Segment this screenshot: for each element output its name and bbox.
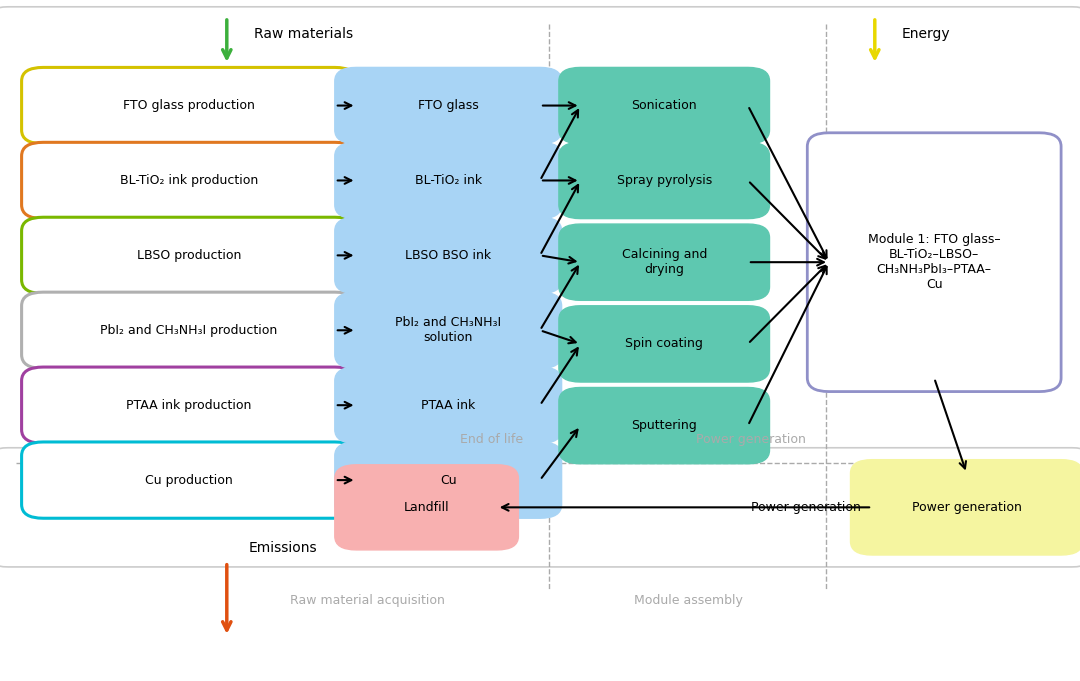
Text: Spray pyrolysis: Spray pyrolysis — [617, 174, 712, 187]
Text: Emissions: Emissions — [248, 541, 318, 555]
Text: BL-TiO₂ ink production: BL-TiO₂ ink production — [120, 174, 258, 187]
Text: Sputtering: Sputtering — [632, 419, 697, 432]
Text: PTAA ink: PTAA ink — [421, 398, 475, 412]
Text: FTO glass production: FTO glass production — [123, 99, 255, 112]
Text: Energy: Energy — [902, 27, 950, 41]
FancyBboxPatch shape — [0, 448, 1080, 567]
FancyBboxPatch shape — [22, 142, 356, 219]
FancyBboxPatch shape — [335, 442, 562, 518]
FancyBboxPatch shape — [22, 67, 356, 144]
Text: PbI₂ and CH₃NH₃I production: PbI₂ and CH₃NH₃I production — [100, 323, 278, 337]
FancyBboxPatch shape — [22, 367, 356, 443]
FancyBboxPatch shape — [559, 67, 769, 144]
Text: Power generation: Power generation — [912, 501, 1022, 514]
Text: PbI₂ and CH₃NH₃I
solution: PbI₂ and CH₃NH₃I solution — [395, 316, 501, 345]
FancyBboxPatch shape — [22, 442, 356, 518]
FancyBboxPatch shape — [335, 367, 562, 443]
FancyBboxPatch shape — [22, 217, 356, 294]
FancyBboxPatch shape — [559, 142, 769, 219]
FancyBboxPatch shape — [335, 67, 562, 144]
Text: LBSO production: LBSO production — [137, 249, 241, 262]
Text: Power generation: Power generation — [696, 432, 806, 446]
FancyBboxPatch shape — [559, 306, 769, 382]
Text: Landfill: Landfill — [404, 501, 449, 514]
FancyBboxPatch shape — [807, 133, 1061, 392]
Text: FTO glass: FTO glass — [418, 99, 478, 112]
FancyBboxPatch shape — [335, 142, 562, 219]
Text: Calcining and
drying: Calcining and drying — [621, 248, 707, 276]
Text: Cu: Cu — [440, 473, 457, 487]
Text: PTAA ink production: PTAA ink production — [126, 398, 252, 412]
Text: Cu production: Cu production — [145, 473, 233, 487]
FancyBboxPatch shape — [335, 464, 518, 550]
FancyBboxPatch shape — [559, 224, 769, 300]
Text: Power generation: Power generation — [752, 501, 862, 514]
FancyBboxPatch shape — [559, 387, 769, 464]
Text: Sonication: Sonication — [632, 99, 697, 112]
FancyBboxPatch shape — [335, 292, 562, 368]
Text: LBSO BSO ink: LBSO BSO ink — [405, 249, 491, 262]
Text: End of life: End of life — [460, 432, 523, 446]
Text: Spin coating: Spin coating — [625, 337, 703, 351]
Text: Module assembly: Module assembly — [634, 594, 742, 607]
FancyBboxPatch shape — [335, 217, 562, 294]
FancyBboxPatch shape — [22, 292, 356, 368]
FancyBboxPatch shape — [0, 7, 1080, 558]
Text: Raw materials: Raw materials — [254, 27, 353, 41]
Text: BL-TiO₂ ink: BL-TiO₂ ink — [415, 174, 482, 187]
Text: Raw material acquisition: Raw material acquisition — [289, 594, 445, 607]
Text: Module 1: FTO glass–
BL-TiO₂–LBSO–
CH₃NH₃PbI₃–PTAA–
Cu: Module 1: FTO glass– BL-TiO₂–LBSO– CH₃NH… — [868, 233, 1000, 291]
FancyBboxPatch shape — [851, 460, 1080, 555]
